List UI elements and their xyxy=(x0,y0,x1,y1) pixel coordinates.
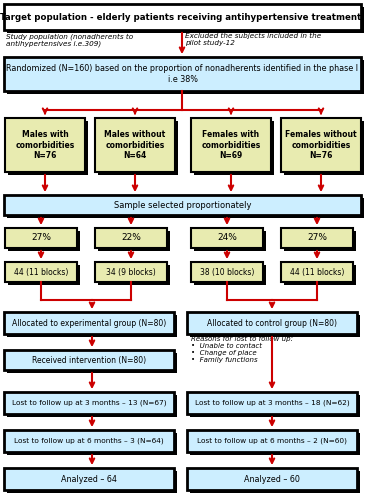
Text: Lost to follow up at 3 months – 18 (N=62): Lost to follow up at 3 months – 18 (N=62… xyxy=(195,400,349,406)
FancyBboxPatch shape xyxy=(187,468,357,490)
FancyBboxPatch shape xyxy=(95,262,167,282)
FancyBboxPatch shape xyxy=(4,57,361,91)
FancyBboxPatch shape xyxy=(281,262,353,282)
FancyBboxPatch shape xyxy=(194,121,274,175)
FancyBboxPatch shape xyxy=(95,118,175,172)
Text: Target population - elderly patients receiving antihypertensive treatment.: Target population - elderly patients rec… xyxy=(0,12,365,22)
Text: Lost to follow up at 6 months – 3 (N=64): Lost to follow up at 6 months – 3 (N=64) xyxy=(14,438,164,444)
FancyBboxPatch shape xyxy=(7,395,177,417)
Text: Sample selected proportionately: Sample selected proportionately xyxy=(114,200,251,209)
FancyBboxPatch shape xyxy=(98,265,170,285)
FancyBboxPatch shape xyxy=(5,228,77,248)
FancyBboxPatch shape xyxy=(4,430,174,452)
FancyBboxPatch shape xyxy=(8,231,80,251)
Text: 34 (9 blocks): 34 (9 blocks) xyxy=(106,268,156,276)
Text: Females with
comorbidities
N=69: Females with comorbidities N=69 xyxy=(201,130,261,160)
FancyBboxPatch shape xyxy=(191,262,263,282)
Text: 22%: 22% xyxy=(121,234,141,242)
FancyBboxPatch shape xyxy=(187,392,357,414)
FancyBboxPatch shape xyxy=(281,118,361,172)
Text: Reasons for lost to follow up:
•  Unable to contact
•  Change of place
•  Family: Reasons for lost to follow up: • Unable … xyxy=(191,336,293,363)
Text: 44 (11 blocks): 44 (11 blocks) xyxy=(14,268,68,276)
FancyBboxPatch shape xyxy=(191,118,271,172)
FancyBboxPatch shape xyxy=(7,60,364,94)
FancyBboxPatch shape xyxy=(190,395,360,417)
FancyBboxPatch shape xyxy=(194,265,266,285)
Text: Excluded the subjects included in the
pilot study-12: Excluded the subjects included in the pi… xyxy=(185,33,321,46)
Text: Analyzed – 64: Analyzed – 64 xyxy=(61,474,117,484)
Text: Study population (nonadherents to
antihypertensives i.e.309): Study population (nonadherents to antihy… xyxy=(6,33,133,47)
Text: Received intervention (N=80): Received intervention (N=80) xyxy=(32,356,146,364)
FancyBboxPatch shape xyxy=(7,7,364,33)
FancyBboxPatch shape xyxy=(7,353,177,373)
FancyBboxPatch shape xyxy=(4,392,174,414)
Text: Males with
comorbidities
N=76: Males with comorbidities N=76 xyxy=(15,130,74,160)
Text: Females without
comorbidities
N=76: Females without comorbidities N=76 xyxy=(285,130,357,160)
FancyBboxPatch shape xyxy=(284,231,356,251)
FancyBboxPatch shape xyxy=(281,228,353,248)
FancyBboxPatch shape xyxy=(190,433,360,455)
FancyBboxPatch shape xyxy=(95,228,167,248)
FancyBboxPatch shape xyxy=(7,198,364,218)
FancyBboxPatch shape xyxy=(7,471,177,493)
FancyBboxPatch shape xyxy=(187,312,357,334)
FancyBboxPatch shape xyxy=(4,468,174,490)
FancyBboxPatch shape xyxy=(190,315,360,337)
FancyBboxPatch shape xyxy=(5,262,77,282)
Text: Lost to follow up at 6 months – 2 (N=60): Lost to follow up at 6 months – 2 (N=60) xyxy=(197,438,347,444)
Text: 27%: 27% xyxy=(31,234,51,242)
Text: Randomized (N=160) based on the proportion of nonadherents identified in the pha: Randomized (N=160) based on the proporti… xyxy=(7,64,358,84)
FancyBboxPatch shape xyxy=(191,228,263,248)
Text: Analyzed – 60: Analyzed – 60 xyxy=(244,474,300,484)
FancyBboxPatch shape xyxy=(8,265,80,285)
Text: Allocated to control group (N=80): Allocated to control group (N=80) xyxy=(207,318,337,328)
FancyBboxPatch shape xyxy=(8,121,88,175)
Text: 38 (10 blocks): 38 (10 blocks) xyxy=(200,268,254,276)
FancyBboxPatch shape xyxy=(187,430,357,452)
FancyBboxPatch shape xyxy=(4,195,361,215)
Text: 24%: 24% xyxy=(217,234,237,242)
FancyBboxPatch shape xyxy=(4,350,174,370)
FancyBboxPatch shape xyxy=(284,265,356,285)
FancyBboxPatch shape xyxy=(194,231,266,251)
Text: Allocated to experimental group (N=80): Allocated to experimental group (N=80) xyxy=(12,318,166,328)
Text: 27%: 27% xyxy=(307,234,327,242)
Text: 44 (11 blocks): 44 (11 blocks) xyxy=(290,268,344,276)
FancyBboxPatch shape xyxy=(7,315,177,337)
Text: Lost to follow up at 3 months – 13 (N=67): Lost to follow up at 3 months – 13 (N=67… xyxy=(12,400,166,406)
FancyBboxPatch shape xyxy=(7,433,177,455)
FancyBboxPatch shape xyxy=(98,121,178,175)
FancyBboxPatch shape xyxy=(5,118,85,172)
FancyBboxPatch shape xyxy=(4,312,174,334)
FancyBboxPatch shape xyxy=(4,4,361,30)
FancyBboxPatch shape xyxy=(284,121,364,175)
FancyBboxPatch shape xyxy=(98,231,170,251)
Text: Males without
comorbidities
N=64: Males without comorbidities N=64 xyxy=(104,130,166,160)
FancyBboxPatch shape xyxy=(190,471,360,493)
